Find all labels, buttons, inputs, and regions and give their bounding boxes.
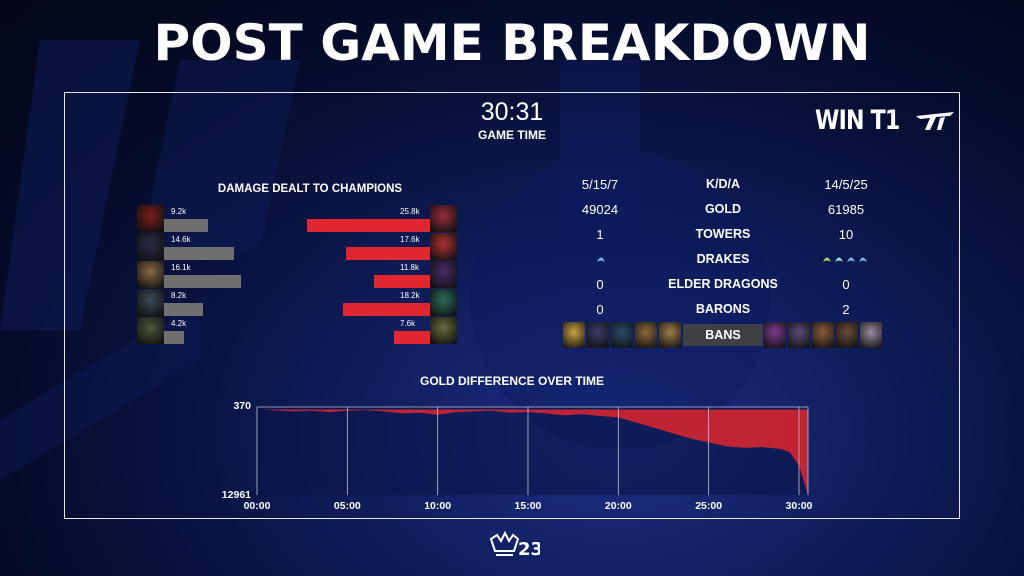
- damage-bar: [164, 303, 204, 316]
- stat-left-value: 0: [596, 302, 604, 317]
- stat-left-value: 1: [596, 227, 604, 242]
- ban-portrait: [611, 322, 633, 348]
- damage-bar: [306, 219, 430, 232]
- damage-bar: [345, 247, 430, 260]
- champion-portrait: [137, 233, 164, 260]
- damage-title: DAMAGE DEALT TO CHAMPIONS: [217, 183, 403, 195]
- damage-bar: [373, 275, 430, 288]
- champion-portrait: [137, 205, 164, 232]
- x-tick-label: 20:00: [605, 500, 632, 512]
- result-text: WIN T1: [815, 105, 900, 136]
- stat-label: GOLD: [704, 202, 742, 216]
- game-time: 30:31: [480, 98, 544, 126]
- page-title: POST GAME BREAKDOWN: [153, 14, 871, 72]
- stat-right-value: 0: [842, 277, 850, 292]
- stat-left-value: 5/15/7: [581, 177, 619, 192]
- x-tick-label: 25:00: [695, 500, 722, 512]
- damage-bar: [164, 247, 234, 260]
- stat-left-value: 49024: [581, 202, 619, 217]
- gold-difference-chart: 00:00 05:00 10:00 15:00 20:00 25:00 30:00 370 12…: [222, 400, 813, 512]
- x-tick-label: 10:00: [424, 500, 451, 512]
- damage-value: 8.2k: [171, 291, 187, 300]
- ban-portrait: [836, 322, 858, 348]
- stat-label: K/D/A: [705, 177, 741, 191]
- breakdown-panel: [64, 92, 960, 519]
- champion-portrait: [137, 261, 164, 288]
- damage-value: 9.2k: [171, 207, 187, 216]
- worlds-2023-logo-icon: 23: [489, 530, 540, 560]
- game-time-label: GAME TIME: [478, 128, 546, 142]
- damage-bar: [164, 219, 208, 232]
- ocean-drake-icon: [847, 257, 855, 262]
- damage-bar: [343, 303, 430, 316]
- ban-portrait: [788, 322, 810, 348]
- damage-bar: [393, 331, 430, 344]
- champion-portrait: [430, 317, 457, 344]
- damage-value: 25.8k: [400, 207, 420, 216]
- ban-portrait: [587, 322, 609, 348]
- ban-portrait: [635, 322, 657, 348]
- stat-label: ELDER DRAGONS: [668, 277, 778, 291]
- stat-left-value: 0: [596, 277, 604, 292]
- ban-portrait: [812, 322, 834, 348]
- champion-portrait: [430, 261, 457, 288]
- damage-bar: [164, 331, 185, 344]
- damage-value: 14.6k: [171, 235, 191, 244]
- ban-portrait: [659, 322, 681, 348]
- damage-value: 18.2k: [400, 291, 420, 300]
- damage-value: 11.8k: [400, 263, 419, 272]
- hextech-drake-icon: [835, 257, 843, 262]
- champion-portrait: [430, 289, 457, 316]
- damage-bar: [164, 275, 241, 288]
- stat-right-value: 14/5/25: [824, 177, 868, 192]
- x-tick-label: 15:00: [515, 500, 542, 512]
- stat-label: TOWERS: [695, 227, 751, 241]
- champion-portrait: [430, 205, 457, 232]
- gold-chart-title: GOLD DIFFERENCE OVER TIME: [419, 374, 604, 388]
- stat-label: DRAKES: [696, 252, 750, 266]
- damage-value: 16.1k: [171, 263, 191, 272]
- stat-label: BARONS: [695, 302, 751, 316]
- ban-portrait: [860, 322, 882, 348]
- x-tick-label: 00:00: [244, 500, 271, 512]
- damage-value: 7.6k: [400, 319, 416, 328]
- ban-portrait: [764, 322, 786, 348]
- chemtech-drake-icon: [823, 257, 831, 262]
- y-top-label: 370: [233, 400, 251, 412]
- champion-portrait: [430, 233, 457, 260]
- ban-portrait: [563, 322, 585, 348]
- stat-right-value: 2: [842, 302, 850, 317]
- x-tick-label: 30:00: [786, 500, 813, 512]
- stat-right-value: 61985: [827, 202, 865, 217]
- gold-diff-area: [257, 409, 808, 495]
- ocean-drake-icon: [859, 257, 867, 262]
- svg-text:23: 23: [518, 539, 540, 560]
- champion-portrait: [137, 317, 164, 344]
- x-tick-label: 05:00: [334, 500, 361, 512]
- y-bottom-label: 12961: [222, 489, 251, 501]
- t1-logo-icon: [916, 112, 954, 130]
- bans-label: BANS: [683, 324, 763, 346]
- stat-right-value: 10: [838, 227, 854, 242]
- ocean-drake-icon: [597, 257, 605, 262]
- champion-portrait: [137, 289, 164, 316]
- damage-value: 17.6k: [400, 235, 420, 244]
- damage-value: 4.2k: [171, 319, 187, 328]
